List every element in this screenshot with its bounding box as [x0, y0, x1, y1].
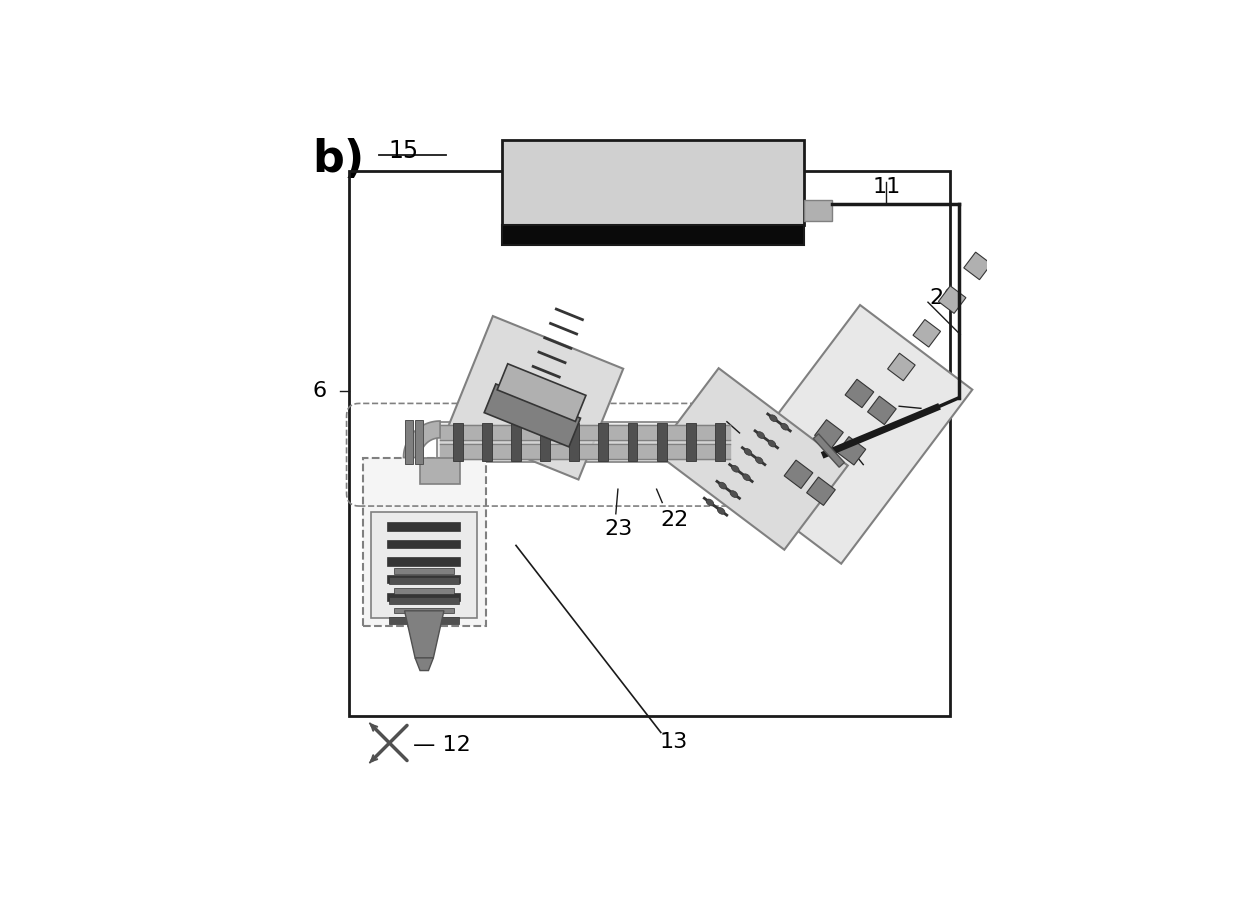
- Ellipse shape: [770, 415, 777, 422]
- Polygon shape: [868, 396, 897, 425]
- Text: 5: 5: [923, 405, 936, 425]
- Text: 6: 6: [312, 381, 326, 401]
- Bar: [348, 171, 950, 716]
- Text: 11: 11: [873, 177, 900, 197]
- Polygon shape: [846, 379, 874, 408]
- Polygon shape: [394, 608, 454, 614]
- Bar: [387, 593, 460, 601]
- Polygon shape: [415, 658, 434, 670]
- Bar: [363, 457, 486, 626]
- Text: 22: 22: [660, 510, 688, 530]
- Bar: [414, 420, 423, 464]
- Polygon shape: [484, 384, 580, 446]
- Polygon shape: [394, 588, 454, 593]
- Text: 13: 13: [660, 732, 688, 752]
- Text: 1: 1: [537, 168, 554, 196]
- Polygon shape: [729, 305, 972, 563]
- Bar: [387, 575, 460, 583]
- Bar: [657, 423, 667, 461]
- Text: b): b): [312, 138, 365, 181]
- Polygon shape: [784, 460, 813, 488]
- Text: 10: 10: [864, 462, 893, 482]
- Polygon shape: [448, 316, 624, 479]
- Polygon shape: [394, 568, 454, 574]
- Text: 7: 7: [487, 352, 502, 371]
- Polygon shape: [888, 353, 915, 381]
- Ellipse shape: [744, 448, 751, 456]
- Bar: [387, 557, 460, 566]
- Bar: [436, 422, 734, 463]
- Bar: [502, 225, 805, 245]
- Polygon shape: [403, 421, 440, 457]
- Text: — 12: — 12: [413, 735, 470, 755]
- Text: 15: 15: [388, 139, 418, 163]
- Ellipse shape: [768, 440, 776, 447]
- Bar: [599, 423, 609, 461]
- Ellipse shape: [781, 424, 789, 430]
- Bar: [371, 512, 476, 618]
- Bar: [405, 420, 413, 464]
- Text: 23: 23: [605, 519, 632, 539]
- Polygon shape: [389, 597, 459, 604]
- Text: 8: 8: [714, 409, 728, 429]
- Polygon shape: [963, 252, 991, 279]
- Bar: [569, 423, 579, 461]
- Polygon shape: [815, 420, 843, 448]
- Ellipse shape: [755, 457, 763, 464]
- Polygon shape: [913, 320, 941, 347]
- Ellipse shape: [743, 474, 750, 480]
- Polygon shape: [420, 457, 460, 484]
- Polygon shape: [837, 436, 866, 465]
- Text: 21: 21: [507, 407, 534, 427]
- Ellipse shape: [719, 482, 727, 489]
- Polygon shape: [497, 363, 587, 422]
- Text: 20: 20: [929, 288, 957, 308]
- Bar: [387, 522, 460, 530]
- Bar: [511, 423, 521, 461]
- Polygon shape: [807, 477, 836, 506]
- Bar: [482, 423, 492, 461]
- Polygon shape: [389, 617, 459, 624]
- Bar: [453, 423, 463, 461]
- Polygon shape: [813, 434, 844, 467]
- Ellipse shape: [732, 466, 739, 472]
- Text: 9: 9: [790, 474, 805, 494]
- Ellipse shape: [756, 432, 764, 438]
- Bar: [541, 423, 551, 461]
- Ellipse shape: [718, 508, 725, 514]
- Bar: [686, 423, 696, 461]
- Ellipse shape: [730, 490, 738, 498]
- Bar: [387, 540, 460, 548]
- Polygon shape: [939, 286, 966, 313]
- Bar: [805, 200, 832, 221]
- Bar: [627, 423, 637, 461]
- Polygon shape: [404, 611, 444, 658]
- Bar: [502, 141, 805, 225]
- Bar: [715, 423, 725, 461]
- Polygon shape: [655, 368, 848, 550]
- Ellipse shape: [706, 499, 714, 506]
- Polygon shape: [389, 577, 459, 584]
